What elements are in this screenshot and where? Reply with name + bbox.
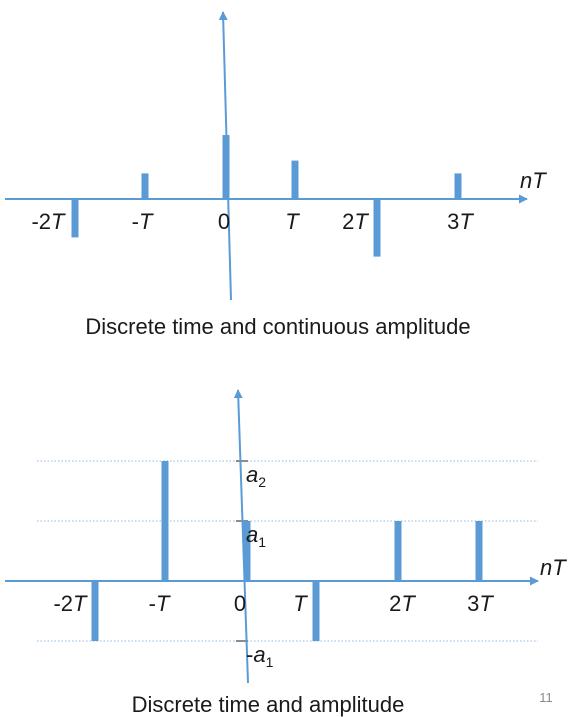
level-label-neg-a1: -a1 [246,642,274,670]
sample-bar-1 [161,461,169,581]
tick-label-3: T [285,209,300,234]
sample-bar-5 [454,173,462,199]
level-label-a2: a2 [246,462,266,490]
sample-bar-1 [141,173,149,199]
level-labels: a2 a1 -a1 [246,462,274,670]
level-label-a1: a1 [246,522,266,550]
tick-label-1: -T [132,209,154,234]
tick-label-4: 2T [389,591,416,616]
sample-bar-5 [475,521,483,581]
axis-label-nT: nT [520,168,547,193]
tick-label-0: -2T [53,591,88,616]
tick-label-5: 3T [467,591,494,616]
tick-labels: -2T -T 0 T 2T 3T [53,591,494,616]
quantization-level-lines [37,460,538,642]
tick-label-1: -T [149,591,171,616]
sample-bars [71,135,462,257]
caption-continuous-amplitude: Discrete time and continuous amplitude [85,314,470,339]
vertical-axis [233,389,249,684]
sample-bar-2 [222,135,230,199]
figure-discrete-time-continuous-amplitude: nT -2T -T 0 T 2T 3T Discrete time and continu… [5,11,547,339]
tick-labels: -2T -T 0 T 2T 3T [31,209,474,234]
figure-discrete-time-and-amplitude: nT -2T -T 0 T 2T 3T a2 a1 -a1 Discrete time and… [5,389,567,717]
page-number: 11 [539,690,553,705]
tick-label-3: T [293,591,308,616]
tick-label-2: 0 [218,209,230,234]
sample-bars [91,461,483,641]
tick-label-2: 0 [234,591,246,616]
tick-label-0: -2T [31,209,66,234]
sample-bar-3 [291,160,299,199]
sample-bar-0 [71,199,79,238]
sample-bar-3 [312,581,320,641]
sample-bar-4 [373,199,381,257]
sample-bar-2 [243,521,251,581]
tick-label-5: 3T [447,209,474,234]
caption-discrete-amplitude: Discrete time and amplitude [132,692,405,717]
sample-bar-0 [91,581,99,641]
tick-label-4: 2T [342,209,369,234]
axis-label-nT: nT [540,555,567,580]
sample-bar-4 [394,521,402,581]
